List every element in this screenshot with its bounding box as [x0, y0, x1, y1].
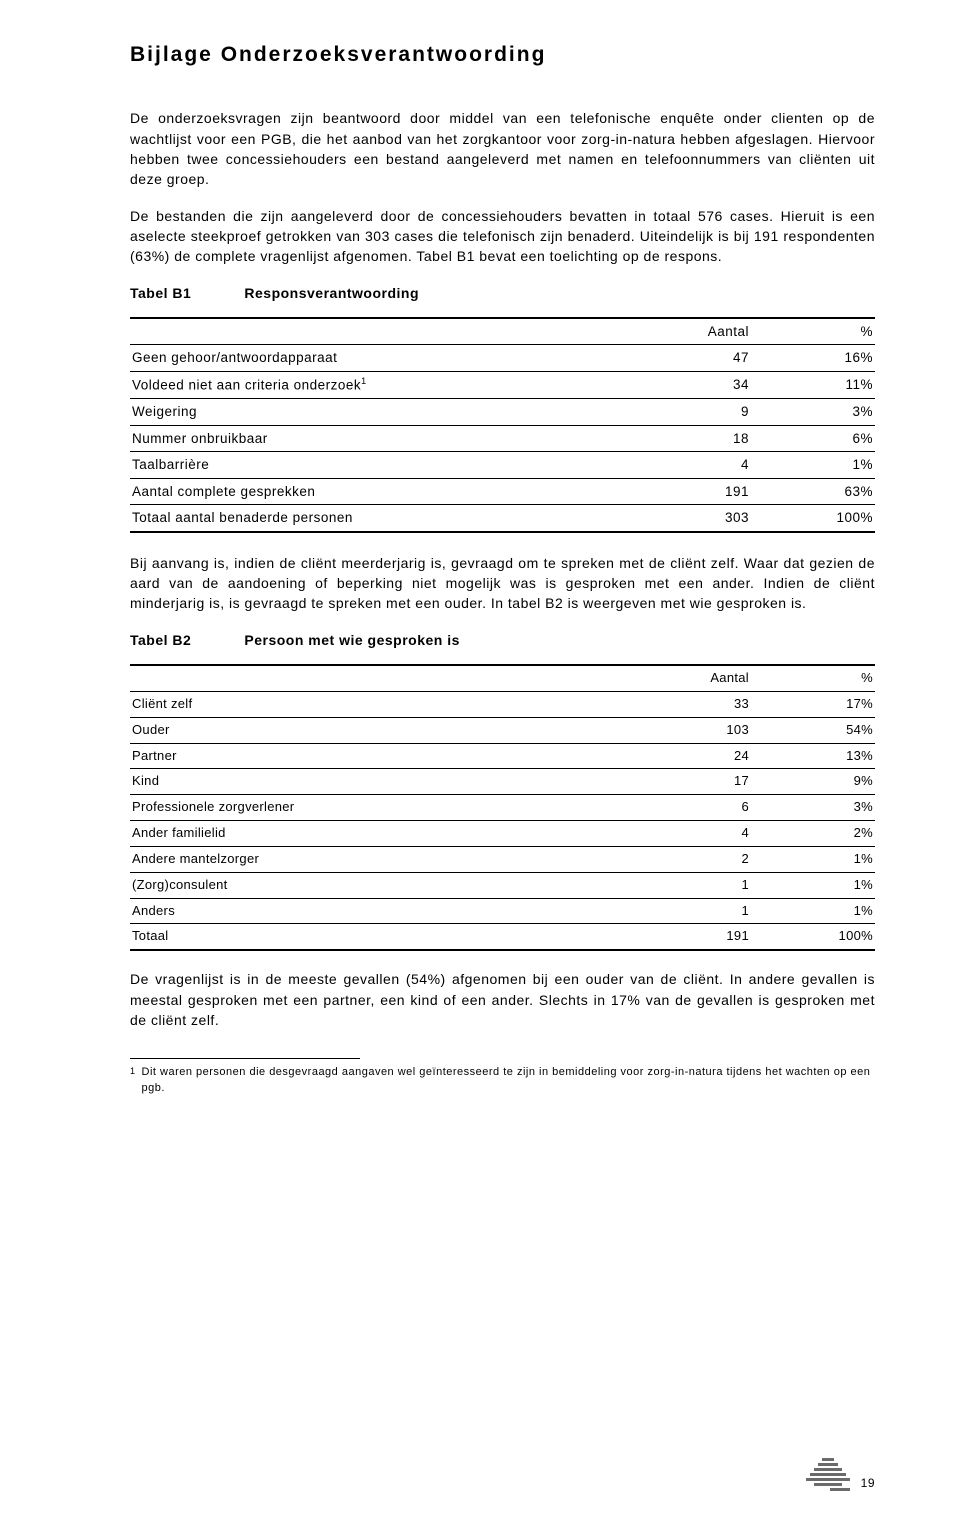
cell-label: (Zorg)consulent [130, 872, 627, 898]
table-b1-label: Tabel B1 [130, 283, 240, 303]
page-logo-icon [806, 1458, 850, 1494]
table-row: Andere mantelzorger 2 1% [130, 846, 875, 872]
cell-label: Weigering [130, 399, 627, 426]
table-b1-h1 [130, 318, 627, 345]
cell-label: Kind [130, 769, 627, 795]
cell-value: 2% [751, 821, 875, 847]
table-row: Partner 24 13% [130, 743, 875, 769]
table-b2-label: Tabel B2 [130, 630, 240, 650]
table-row: Kind 17 9% [130, 769, 875, 795]
cell-value: 6% [751, 425, 875, 452]
cell-value: 17% [751, 691, 875, 717]
cell-value: 13% [751, 743, 875, 769]
cell-label: Geen gehoor/antwoordapparaat [132, 350, 337, 365]
cell-value: 9 [627, 399, 751, 426]
page-title: Bijlage Onderzoeksverantwoording [130, 40, 875, 70]
table-row: Aantal complete gesprekken 191 63% [130, 478, 875, 505]
intro-paragraph-2: De bestanden die zijn aangeleverd door d… [130, 206, 875, 267]
footnote-mark: 1 [130, 1065, 136, 1097]
cell-value: 33 [627, 691, 751, 717]
table-b1-h3: % [751, 318, 875, 345]
cell-value: 16% [751, 345, 875, 372]
table-row: Aantal % [130, 665, 875, 691]
table-b2-h3: % [751, 665, 875, 691]
table-b2: Aantal % Cliënt zelf 33 17% Ouder 103 54… [130, 664, 875, 951]
cell-value: 3% [751, 795, 875, 821]
cell-label: Ander familielid [130, 821, 627, 847]
table-row: Ouder 103 54% [130, 717, 875, 743]
table-row: (Zorg)consulent 1 1% [130, 872, 875, 898]
cell-value: 2 [627, 846, 751, 872]
cell-label: Voldeed niet aan criteria onderzoek [132, 377, 361, 392]
cell-value: 4 [627, 452, 751, 479]
intro-paragraph-1: De onderzoeksvragen zijn beantwoord door… [130, 108, 875, 189]
cell-value: 17 [627, 769, 751, 795]
table-row: Aantal % [130, 318, 875, 345]
table-row: Nummer onbruikbaar 18 6% [130, 425, 875, 452]
cell-label: Andere mantelzorger [130, 846, 627, 872]
cell-value: 54% [751, 717, 875, 743]
cell-value: 3% [751, 399, 875, 426]
table-b1-h2: Aantal [627, 318, 751, 345]
mid-paragraph: Bij aanvang is, indien de cliënt meerder… [130, 553, 875, 614]
cell-value: 1 [627, 898, 751, 924]
cell-value: 191 [627, 478, 751, 505]
table-row: Anders 1 1% [130, 898, 875, 924]
cell-value: 1 [627, 872, 751, 898]
cell-value: 191 [627, 924, 751, 950]
cell-value: 63% [751, 478, 875, 505]
cell-value: 18 [627, 425, 751, 452]
page-number: 19 [861, 1475, 875, 1492]
cell-label: Ouder [130, 717, 627, 743]
footnote: 1 Dit waren personen die desgevraagd aan… [130, 1065, 875, 1097]
table-row: Geen gehoor/antwoordapparaat 47 16% [130, 345, 875, 372]
cell-value: 103 [627, 717, 751, 743]
cell-value: 100% [751, 924, 875, 950]
cell-label: Taalbarrière [130, 452, 627, 479]
table-row: Taalbarrière 4 1% [130, 452, 875, 479]
cell-label: Totaal [130, 924, 627, 950]
footnote-ref: 1 [361, 376, 367, 386]
table-row: Voldeed niet aan criteria onderzoek1 34 … [130, 371, 875, 398]
table-row: Professionele zorgverlener 6 3% [130, 795, 875, 821]
cell-label: Partner [130, 743, 627, 769]
cell-value: 11% [751, 371, 875, 398]
table-b2-title: Persoon met wie gesproken is [244, 632, 460, 648]
footnote-separator [130, 1058, 360, 1059]
cell-label: Totaal aantal benaderde personen [130, 505, 627, 532]
table-row: Cliënt zelf 33 17% [130, 691, 875, 717]
cell-value: 6 [627, 795, 751, 821]
table-row: Ander familielid 4 2% [130, 821, 875, 847]
cell-label: Anders [130, 898, 627, 924]
table-row: Totaal 191 100% [130, 924, 875, 950]
table-row: Totaal aantal benaderde personen 303 100… [130, 505, 875, 532]
cell-value: 9% [751, 769, 875, 795]
table-b1-caption: Tabel B1 Responsverantwoording [130, 283, 875, 303]
table-b2-h1 [130, 665, 627, 691]
table-b1: Aantal % Geen gehoor/antwoordapparaat 47… [130, 317, 875, 533]
table-row: Weigering 9 3% [130, 399, 875, 426]
cell-value: 47 [627, 345, 751, 372]
closing-paragraph: De vragenlijst is in de meeste gevallen … [130, 969, 875, 1030]
footnote-text: Dit waren personen die desgevraagd aanga… [142, 1065, 875, 1097]
cell-value: 4 [627, 821, 751, 847]
cell-value: 34 [627, 371, 751, 398]
cell-label: Cliënt zelf [130, 691, 627, 717]
cell-label: Aantal complete gesprekken [130, 478, 627, 505]
cell-value: 1% [751, 452, 875, 479]
cell-label: Nummer onbruikbaar [130, 425, 627, 452]
table-b1-title: Responsverantwoording [244, 285, 419, 301]
cell-value: 24 [627, 743, 751, 769]
cell-label: Professionele zorgverlener [130, 795, 627, 821]
cell-value: 303 [627, 505, 751, 532]
table-b2-caption: Tabel B2 Persoon met wie gesproken is [130, 630, 875, 650]
cell-value: 1% [751, 872, 875, 898]
cell-value: 1% [751, 898, 875, 924]
cell-value: 100% [751, 505, 875, 532]
cell-value: 1% [751, 846, 875, 872]
table-b2-h2: Aantal [627, 665, 751, 691]
